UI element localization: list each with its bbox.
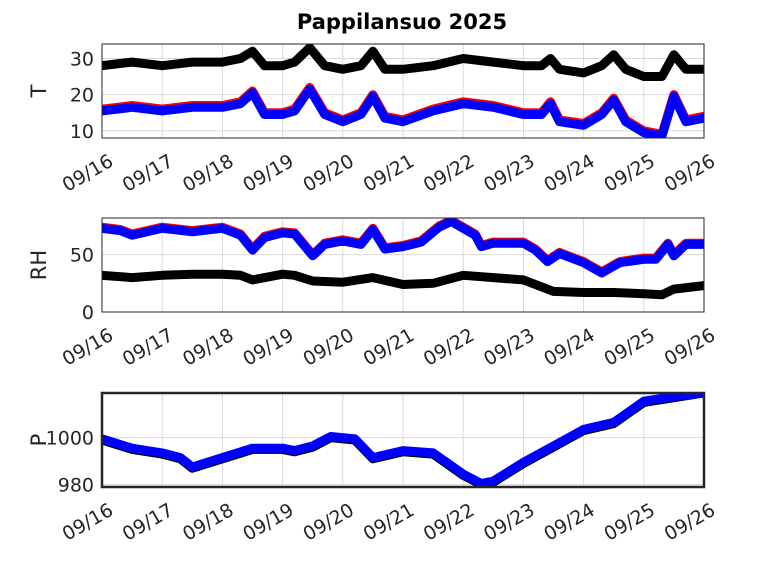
x-tick-label: 09/21 bbox=[360, 324, 418, 370]
y-axis-label: RH bbox=[27, 250, 51, 280]
y-tick-label: 20 bbox=[70, 85, 94, 107]
series-line-2 bbox=[102, 84, 704, 138]
x-tick-label: 09/16 bbox=[59, 499, 117, 545]
x-tick-label: 09/20 bbox=[299, 499, 357, 545]
x-tick-label: 09/24 bbox=[540, 150, 598, 196]
x-tick-label: 09/22 bbox=[420, 324, 478, 370]
x-tick-label: 09/20 bbox=[299, 324, 357, 370]
y-tick-label: 10 bbox=[70, 121, 94, 143]
x-tick-label: 09/17 bbox=[119, 324, 177, 370]
figure-title: Pappilansuo 2025 bbox=[297, 10, 507, 34]
x-tick-label: 09/19 bbox=[239, 150, 297, 196]
x-tick-label: 09/25 bbox=[600, 499, 658, 545]
y-tick-label: 1000 bbox=[46, 428, 94, 450]
series-line-0 bbox=[102, 44, 704, 81]
x-tick-label: 09/25 bbox=[600, 150, 658, 196]
x-tick-label: 09/22 bbox=[420, 499, 478, 545]
x-tick-label: 09/18 bbox=[179, 150, 237, 196]
axes-box bbox=[100, 391, 706, 489]
x-tick-label: 09/24 bbox=[540, 499, 598, 545]
x-tick-label: 09/18 bbox=[179, 324, 237, 370]
x-tick-label: 09/17 bbox=[119, 150, 177, 196]
x-tick-label: 09/20 bbox=[299, 150, 357, 196]
axes-box bbox=[101, 43, 705, 139]
y-axis-label: P bbox=[27, 434, 51, 447]
x-tick-label: 09/26 bbox=[661, 150, 719, 196]
y-tick-label: 50 bbox=[70, 245, 94, 267]
x-tick-label: 09/21 bbox=[360, 150, 418, 196]
x-tick-label: 09/21 bbox=[360, 499, 418, 545]
y-axis-label: T bbox=[27, 84, 51, 98]
x-tick-label: 09/16 bbox=[59, 150, 117, 196]
x-tick-label: 09/16 bbox=[59, 324, 117, 370]
x-tick-label: 09/26 bbox=[661, 324, 719, 370]
x-tick-label: 09/26 bbox=[661, 499, 719, 545]
x-tick-label: 09/19 bbox=[239, 499, 297, 545]
x-tick-label: 09/23 bbox=[480, 499, 538, 545]
x-tick-label: 09/19 bbox=[239, 324, 297, 370]
axes-box bbox=[101, 217, 705, 313]
x-tick-label: 09/17 bbox=[119, 499, 177, 545]
x-tick-label: 09/24 bbox=[540, 324, 598, 370]
y-tick-label: 0 bbox=[82, 302, 94, 324]
series-line-2 bbox=[102, 218, 704, 278]
x-tick-label: 09/22 bbox=[420, 150, 478, 196]
series-line-0 bbox=[102, 269, 704, 300]
x-tick-label: 09/18 bbox=[179, 499, 237, 545]
y-tick-label: 30 bbox=[70, 48, 94, 70]
series-line-1 bbox=[102, 393, 704, 487]
x-tick-label: 09/25 bbox=[600, 324, 658, 370]
y-tick-label: 980 bbox=[58, 475, 94, 497]
x-tick-label: 09/23 bbox=[480, 150, 538, 196]
x-tick-label: 09/23 bbox=[480, 324, 538, 370]
